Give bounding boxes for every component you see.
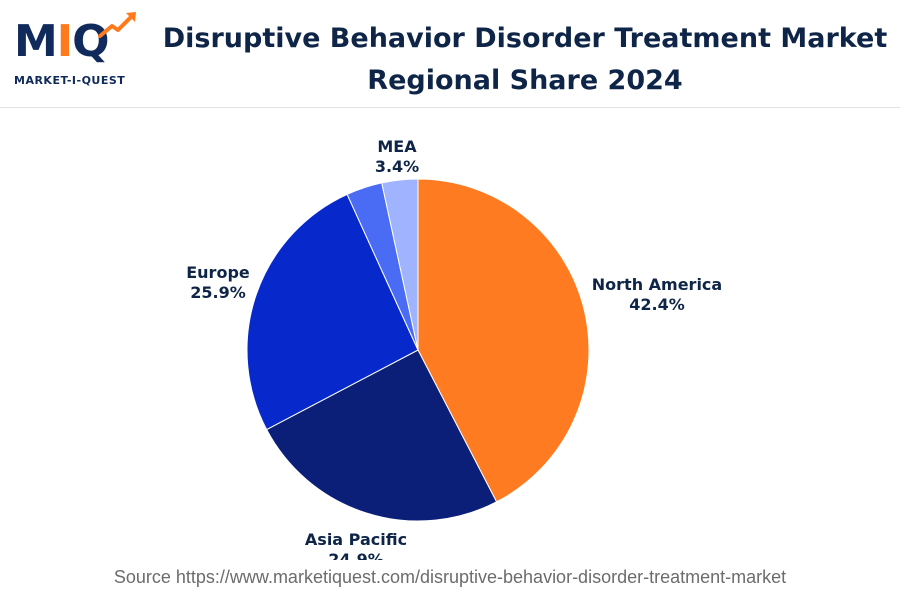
pie-slice-mea xyxy=(381,178,419,351)
pie-label-north-america: North America 42.4% xyxy=(592,275,722,314)
pie-slice-asia-pacific xyxy=(265,349,498,522)
pie-slice-north-america xyxy=(417,178,590,503)
pie-label-value: 24.9% xyxy=(328,550,384,560)
header-divider xyxy=(0,107,900,108)
pie-label-name: Asia Pacific xyxy=(305,530,407,549)
pie-label-value: 25.9% xyxy=(190,283,246,302)
pie-label-europe: Europe 25.9% xyxy=(186,263,250,302)
title-line-2: Regional Share 2024 xyxy=(367,65,683,96)
pie-label-value: 42.4% xyxy=(629,295,685,314)
logo-letter-i: I xyxy=(56,16,73,67)
pie-labels: North America 42.4% Asia Pacific 24.9% Europ… xyxy=(186,137,722,560)
pie-slice-europe xyxy=(246,193,419,431)
pie-label-name: Europe xyxy=(186,263,250,282)
logo-letter-m: M xyxy=(14,16,58,67)
page-title: Disruptive Behavior Disorder Treatment M… xyxy=(160,18,890,102)
pie-label-mea: MEA 3.4% xyxy=(375,137,419,176)
header: MIQ MARKET-I-QUEST Disruptive Behavior D… xyxy=(0,0,900,108)
title-line-1: Disruptive Behavior Disorder Treatment M… xyxy=(162,23,888,54)
logo-wordmark: MIQ xyxy=(14,16,110,68)
pie-slices xyxy=(246,178,590,522)
pie-label-asia-pacific: Asia Pacific 24.9% xyxy=(305,530,407,560)
logo-tagline: MARKET-I-QUEST xyxy=(14,74,126,87)
growth-arrow-icon xyxy=(98,12,136,38)
market-i-quest-logo: MIQ MARKET-I-QUEST xyxy=(14,10,146,95)
pie-label-name: MEA xyxy=(377,137,417,156)
pie-label-name: North America xyxy=(592,275,722,294)
pie-label-value: 3.4% xyxy=(375,157,419,176)
pie-chart: North America 42.4% Asia Pacific 24.9% Europ… xyxy=(186,137,722,560)
logo-letter-q: Q xyxy=(72,16,109,67)
source-footnote: Source https://www.marketiquest.com/disr… xyxy=(113,567,787,587)
